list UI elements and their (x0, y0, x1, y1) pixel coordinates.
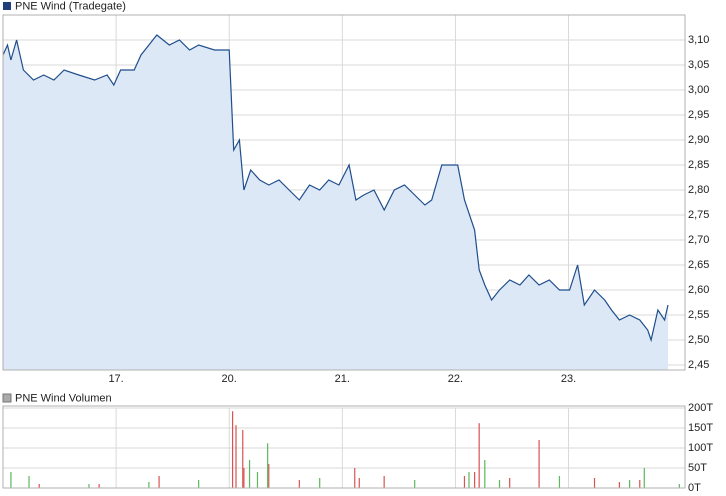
legend-icon (2, 393, 12, 403)
volume-bar (267, 443, 269, 488)
volume-bar (198, 480, 200, 488)
y-tick-label: 2,85 (688, 159, 709, 171)
volume-bar (558, 476, 561, 488)
volume-bar (509, 478, 511, 488)
x-tick-label: 17. (108, 373, 123, 385)
volume-bar (474, 472, 476, 488)
volume-bar (256, 472, 259, 488)
volume-bar (498, 480, 501, 488)
y-tick-label: 2,70 (688, 234, 709, 246)
volume-bar (358, 478, 360, 488)
plot-background (3, 406, 685, 488)
x-tick-label: 23. (561, 373, 576, 385)
volume-bar (484, 460, 486, 488)
volume-bar (158, 476, 160, 488)
y-tick-label: 2,80 (688, 184, 709, 196)
chart-title: PNE Wind Volumen (15, 392, 112, 404)
volume-bar (468, 472, 470, 488)
plot-frame (2, 14, 686, 371)
price-line (2, 34, 669, 343)
y-tick-label: 2,75 (688, 209, 709, 221)
volume-bar (298, 480, 300, 488)
volume-bar (10, 472, 12, 488)
y-tick-label: 200T (688, 402, 713, 414)
x-tick-label: 20. (222, 373, 237, 385)
y-tick-label: 2,45 (688, 359, 709, 371)
volume-bar (98, 484, 100, 488)
volume-bar (383, 476, 385, 488)
volume-bar (628, 480, 631, 488)
y-tick-label: 3,10 (688, 34, 709, 46)
volume-bar (88, 484, 90, 488)
volume-bar (248, 460, 251, 488)
y-tick-label: 2,55 (688, 309, 709, 321)
volume-bar (148, 482, 150, 488)
volume-bar (639, 480, 641, 488)
volume-bar (268, 464, 270, 488)
volume-bar (319, 478, 321, 488)
volume-bar (28, 476, 30, 488)
legend-icon (3, 2, 11, 10)
volume-bar (414, 480, 416, 488)
volume-bar (618, 482, 621, 488)
y-tick-label: 150T (688, 422, 713, 434)
volume-bar (231, 411, 234, 488)
volume-bar (463, 476, 466, 488)
x-tick-label: 22. (448, 373, 463, 385)
y-tick-label: 2,50 (688, 334, 709, 346)
volume-bar (678, 484, 680, 488)
volume-bar (643, 468, 645, 488)
y-tick-label: 50T (688, 462, 707, 474)
x-tick-label: 21. (335, 373, 350, 385)
volume-bar (478, 423, 480, 488)
y-tick-label: 3,05 (688, 59, 709, 71)
plot-frame (2, 405, 686, 489)
volume-bar (354, 468, 356, 488)
volume-bar (235, 425, 237, 488)
y-tick-label: 0T (688, 482, 701, 494)
y-tick-label: 2,65 (688, 259, 709, 271)
volume-bar (242, 430, 244, 488)
chart-title: PNE Wind (Tradegate) (15, 0, 126, 12)
volume-bar (38, 484, 40, 488)
y-tick-label: 3,00 (688, 84, 709, 96)
volume-bar (243, 468, 245, 488)
y-tick-label: 100T (688, 442, 713, 454)
y-tick-label: 2,60 (688, 284, 709, 296)
price-area (3, 35, 668, 370)
volume-bar (538, 440, 540, 488)
y-tick-label: 2,95 (688, 109, 709, 121)
volume-bar (593, 478, 596, 488)
y-tick-label: 2,90 (688, 134, 709, 146)
